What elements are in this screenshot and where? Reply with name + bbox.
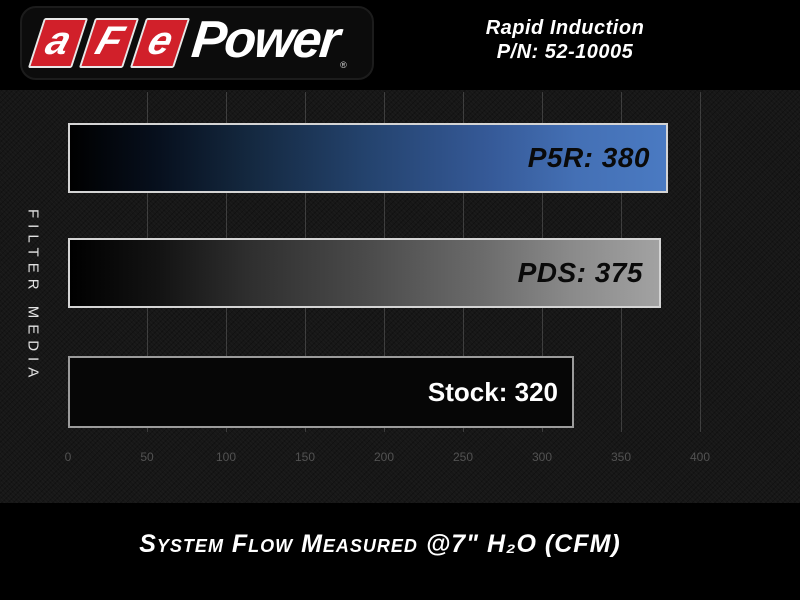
- x-axis-tick-label: 200: [373, 450, 395, 464]
- logo-block-a: a: [27, 18, 89, 68]
- x-axis-caption: System Flow Measured @7" H₂O (CFM): [139, 530, 621, 558]
- logo-red-blocks: a F e: [27, 18, 191, 68]
- bar-value-label: P5R: 380: [527, 142, 650, 173]
- x-axis-tick-label: 300: [531, 450, 553, 464]
- x-axis-tick-label: 0: [64, 450, 72, 464]
- logo-block-f: F: [78, 18, 140, 68]
- bar-value-label: Stock: 320: [427, 376, 558, 407]
- registered-trademark-icon: ®: [340, 60, 347, 70]
- afe-power-logo: a F e Power ®: [20, 6, 374, 80]
- logo-letter: e: [142, 19, 179, 63]
- logo-wordmark: Power: [188, 11, 342, 69]
- plot-area: P5R: 380 PDS: 375 Stock: 320 0 50 100 150 20…: [0, 90, 800, 503]
- part-number: P/N: 52-10005: [496, 41, 634, 63]
- x-axis-tick-label: 100: [215, 450, 237, 464]
- product-identifier: Rapid Induction P/N: 52-10005: [430, 16, 700, 64]
- gridline: [700, 92, 701, 432]
- x-axis-tick-label: 350: [610, 450, 632, 464]
- x-axis-tick-label: 250: [452, 450, 474, 464]
- bar-p5r: P5R: 380: [68, 123, 668, 193]
- bar-value-label: PDS: 375: [517, 257, 643, 288]
- product-name: Rapid Induction: [485, 17, 645, 39]
- bar-pds: PDS: 375: [68, 238, 661, 308]
- x-axis-tick-label: 50: [140, 450, 154, 464]
- x-axis-tick-label: 150: [294, 450, 316, 464]
- logo-letter: F: [90, 19, 130, 63]
- logo-block-e: e: [129, 18, 191, 68]
- y-axis-label: FILTER MEDIA: [24, 209, 42, 384]
- bar-stock: Stock: 320: [68, 356, 574, 428]
- logo-letter: a: [40, 19, 77, 63]
- x-axis-tick-label: 400: [689, 450, 711, 464]
